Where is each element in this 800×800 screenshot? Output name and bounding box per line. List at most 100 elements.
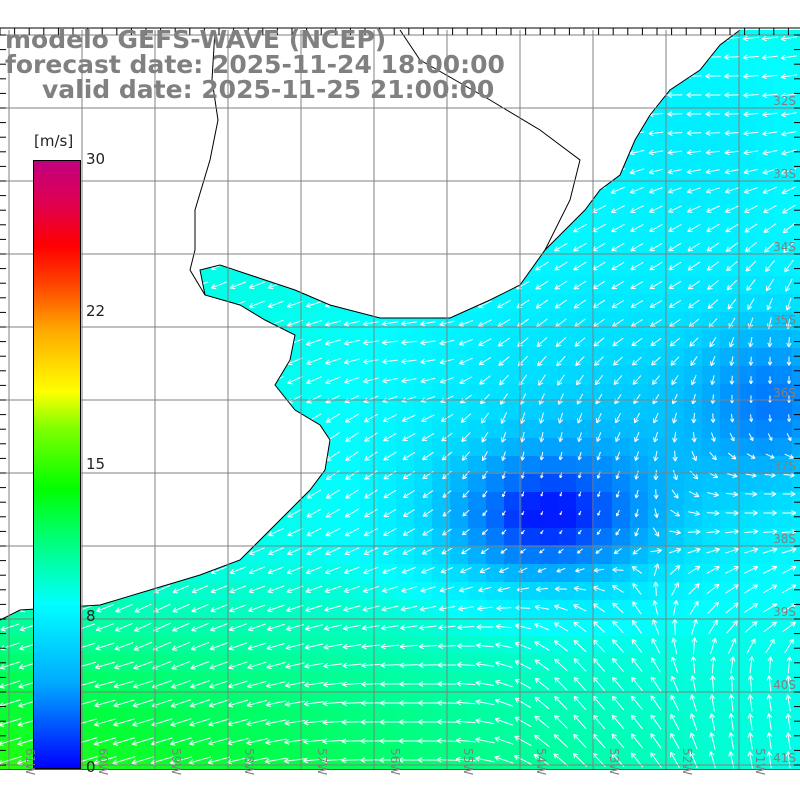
speed-cell (270, 258, 288, 276)
speed-cell (756, 456, 774, 474)
wind-arrow (554, 714, 568, 729)
wind-arrow (573, 639, 587, 653)
speed-cell (252, 744, 270, 762)
wind-arrow (650, 547, 662, 554)
wind-arrow (268, 432, 284, 442)
speed-cell (306, 564, 324, 582)
wind-arrow (687, 529, 701, 535)
speed-cell (594, 132, 612, 150)
speed-cell (216, 456, 234, 474)
wind-arrow (324, 263, 341, 270)
wind-arrow (615, 528, 621, 536)
speed-cell (594, 78, 612, 96)
wind-arrow (649, 319, 662, 327)
wind-arrow (266, 642, 286, 651)
speed-cell (594, 384, 612, 402)
speed-cell (720, 438, 738, 456)
wind-arrow (418, 662, 438, 668)
wind-arrow (743, 547, 759, 554)
speed-cell (666, 690, 684, 708)
speed-cell (666, 672, 684, 690)
wind-arrow (268, 470, 284, 480)
wind-arrow (362, 129, 379, 138)
speed-cell (306, 708, 324, 726)
speed-cell (162, 564, 180, 582)
speed-cell (792, 492, 800, 510)
wind-arrow (461, 528, 470, 536)
wind-arrow (248, 205, 265, 214)
speed-cell (414, 762, 432, 770)
speed-cell (216, 510, 234, 528)
wind-arrow (729, 432, 735, 442)
speed-cell (324, 726, 342, 744)
latitude-label: 35S (773, 313, 796, 327)
speed-cell (540, 78, 558, 96)
wind-arrow (210, 281, 227, 290)
speed-cell (90, 546, 108, 564)
speed-cell (144, 222, 162, 240)
speed-cell (270, 582, 288, 600)
speed-cell (288, 186, 306, 204)
wind-arrow (571, 54, 589, 61)
speed-cell (486, 258, 504, 276)
speed-cell (432, 366, 450, 384)
speed-cell (108, 240, 126, 258)
wind-arrow (651, 657, 661, 673)
speed-cell (558, 708, 576, 726)
wind-arrow (496, 224, 512, 233)
speed-cell (738, 204, 756, 222)
speed-cell (540, 708, 558, 726)
wind-arrow (458, 167, 474, 176)
wind-arrow (611, 280, 625, 290)
speed-cell (576, 78, 594, 96)
wind-arrow (134, 357, 151, 366)
wind-arrow (323, 643, 343, 650)
colorbar-label: 0 (86, 758, 96, 776)
wind-arrow (631, 356, 642, 366)
wind-arrow (210, 300, 227, 309)
wind-arrow (248, 319, 265, 328)
wind-arrow (537, 355, 547, 367)
speed-cell (360, 294, 378, 312)
speed-cell (522, 30, 540, 42)
wind-arrow (761, 73, 778, 80)
wind-arrow (539, 451, 544, 461)
wind-arrow (727, 452, 737, 460)
speed-cell (378, 330, 396, 348)
speed-cell (324, 510, 342, 528)
speed-cell (648, 456, 666, 474)
wind-arrow (77, 110, 94, 119)
speed-cell (612, 384, 630, 402)
speed-cell (486, 744, 504, 762)
wind-arrow (172, 395, 189, 404)
wind-arrow (687, 280, 701, 290)
wind-arrow (668, 280, 682, 290)
speed-cell (720, 474, 738, 492)
speed-cell (144, 546, 162, 564)
speed-cell (360, 204, 378, 222)
speed-cell (18, 744, 36, 762)
speed-cell (522, 402, 540, 420)
wind-arrow (246, 699, 268, 708)
speed-cell (90, 672, 108, 690)
speed-cell (252, 510, 270, 528)
wind-arrow (653, 508, 659, 518)
speed-cell (342, 510, 360, 528)
speed-cell (738, 366, 756, 384)
wind-arrow (115, 566, 133, 575)
speed-cell (522, 762, 540, 770)
wind-arrow (94, 699, 116, 708)
wind-arrow (652, 412, 659, 424)
speed-cell (198, 582, 216, 600)
speed-cell (612, 744, 630, 762)
wind-arrow (304, 624, 323, 631)
wind-arrow (266, 623, 285, 632)
speed-cell (324, 240, 342, 258)
wind-arrow (247, 661, 267, 670)
speed-cell (666, 564, 684, 582)
speed-cell (270, 456, 288, 474)
wind-arrow (591, 130, 607, 137)
wind-arrow (706, 547, 720, 554)
wind-arrow (631, 676, 643, 692)
speed-cell (522, 204, 540, 222)
